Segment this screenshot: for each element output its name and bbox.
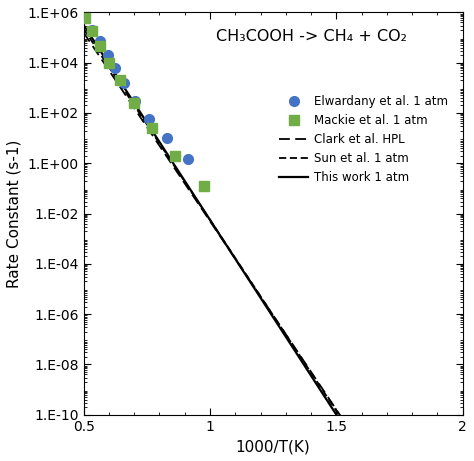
Mackie et al. 1 atm bbox=[118, 77, 123, 83]
Clark et al. HPL bbox=[240, 267, 246, 273]
This work 1 atm bbox=[82, 24, 87, 29]
Elwardany et al. 1 atm bbox=[90, 27, 95, 33]
This work 1 atm bbox=[317, 386, 322, 391]
Clark et al. HPL bbox=[236, 261, 241, 266]
X-axis label: 1000/T(K): 1000/T(K) bbox=[236, 439, 310, 454]
Elwardany et al. 1 atm bbox=[146, 116, 152, 121]
Sun et al. 1 atm bbox=[81, 26, 86, 31]
Clark et al. HPL bbox=[317, 382, 322, 387]
Sun et al. 1 atm bbox=[235, 259, 240, 265]
This work 1 atm bbox=[81, 22, 86, 28]
Mackie et al. 1 atm bbox=[82, 15, 88, 21]
Line: Clark et al. HPL: Clark et al. HPL bbox=[83, 33, 344, 421]
Y-axis label: Rate Constant (s-1): Rate Constant (s-1) bbox=[7, 139, 22, 288]
Elwardany et al. 1 atm bbox=[97, 39, 103, 44]
Sun et al. 1 atm bbox=[82, 27, 87, 33]
This work 1 atm bbox=[235, 260, 240, 266]
Sun et al. 1 atm bbox=[341, 420, 347, 425]
Line: Elwardany et al. 1 atm: Elwardany et al. 1 atm bbox=[88, 25, 193, 164]
Clark et al. HPL bbox=[82, 31, 87, 36]
Sun et al. 1 atm bbox=[236, 260, 241, 266]
This work 1 atm bbox=[240, 268, 246, 273]
This work 1 atm bbox=[300, 361, 306, 366]
Line: Sun et al. 1 atm: Sun et al. 1 atm bbox=[83, 29, 344, 422]
Sun et al. 1 atm bbox=[240, 267, 246, 272]
Sun et al. 1 atm bbox=[300, 358, 306, 363]
Legend: Elwardany et al. 1 atm, Mackie et al. 1 atm, Clark et al. HPL, Sun et al. 1 atm,: Elwardany et al. 1 atm, Mackie et al. 1 … bbox=[274, 91, 453, 189]
Elwardany et al. 1 atm bbox=[164, 136, 170, 141]
Clark et al. HPL bbox=[81, 30, 86, 35]
This work 1 atm bbox=[341, 424, 347, 429]
Elwardany et al. 1 atm bbox=[186, 156, 191, 162]
Mackie et al. 1 atm bbox=[149, 125, 155, 131]
Elwardany et al. 1 atm bbox=[121, 81, 127, 86]
Elwardany et al. 1 atm bbox=[105, 53, 110, 58]
Mackie et al. 1 atm bbox=[90, 29, 95, 34]
Elwardany et al. 1 atm bbox=[133, 98, 138, 104]
Mackie et al. 1 atm bbox=[172, 153, 177, 159]
Text: CH₃COOH -> CH₄ + CO₂: CH₃COOH -> CH₄ + CO₂ bbox=[216, 29, 407, 43]
Mackie et al. 1 atm bbox=[131, 100, 137, 106]
Line: This work 1 atm: This work 1 atm bbox=[83, 25, 344, 426]
Sun et al. 1 atm bbox=[317, 383, 322, 388]
This work 1 atm bbox=[236, 261, 241, 267]
Line: Mackie et al. 1 atm: Mackie et al. 1 atm bbox=[80, 13, 209, 191]
Mackie et al. 1 atm bbox=[106, 60, 112, 65]
Elwardany et al. 1 atm bbox=[112, 65, 118, 71]
Clark et al. HPL bbox=[235, 260, 240, 265]
Clark et al. HPL bbox=[300, 357, 306, 363]
Mackie et al. 1 atm bbox=[201, 183, 207, 189]
Mackie et al. 1 atm bbox=[97, 43, 103, 49]
Clark et al. HPL bbox=[341, 418, 347, 424]
